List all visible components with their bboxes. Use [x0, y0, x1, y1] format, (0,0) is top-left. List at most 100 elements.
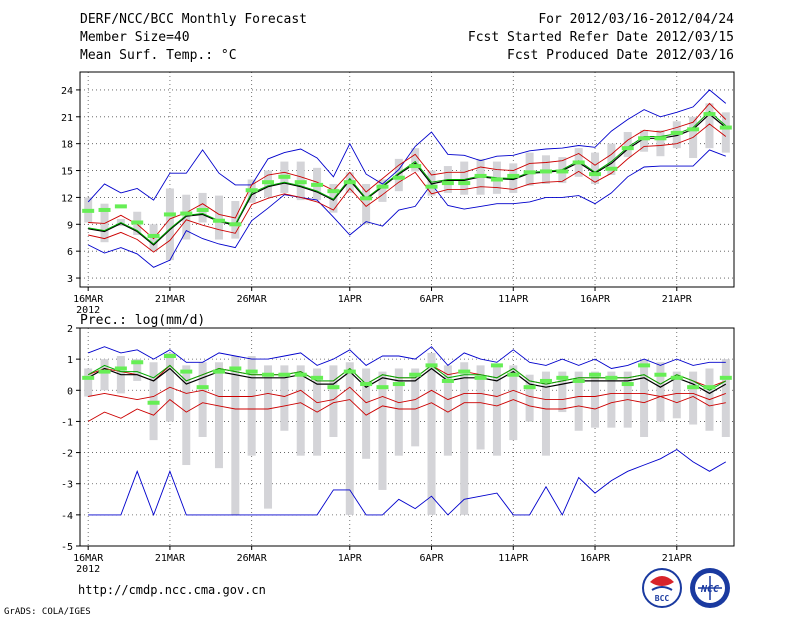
- marker: [507, 372, 520, 377]
- y-tick-label: 3: [67, 274, 73, 285]
- marker: [719, 125, 732, 130]
- forecast-period: For 2012/03/16-2012/04/24: [538, 12, 734, 27]
- marker: [376, 184, 389, 189]
- y-tick-label: 12: [61, 193, 73, 204]
- spread-box: [378, 371, 387, 490]
- marker: [638, 363, 651, 368]
- spread-box: [460, 161, 469, 195]
- x-tick-label: 16MAR: [73, 294, 104, 305]
- marker: [376, 385, 389, 390]
- marker: [589, 372, 602, 377]
- x-axis-year: 2012: [76, 564, 100, 575]
- x-tick-label: 6APR: [419, 294, 444, 305]
- marker: [605, 375, 618, 380]
- marker: [703, 385, 716, 390]
- precip-panel: -5 -4 -3 -2 -1 0 1 2 16MAR 21MAR 26MAR 1APR 6APR 11A…: [61, 324, 735, 575]
- spread-box: [100, 359, 109, 391]
- spread-box: [296, 365, 305, 456]
- spread-box: [656, 362, 665, 422]
- marker: [425, 184, 438, 189]
- spread-box: [411, 148, 420, 172]
- marker: [392, 175, 405, 180]
- marker: [572, 378, 585, 383]
- spread-box: [394, 368, 403, 456]
- spread-box: [689, 371, 698, 425]
- forecast-produced-date: Fcst Produced Date 2012/03/16: [507, 48, 734, 63]
- marker: [82, 208, 95, 213]
- marker: [539, 169, 552, 174]
- marker: [621, 382, 634, 387]
- spread-box: [362, 368, 371, 459]
- y-tick-label: 2: [67, 324, 73, 335]
- temperature-x-axis: 16MAR 21MAR 26MAR 1APR 6APR 11APR 16APR 21APR 20…: [73, 287, 693, 316]
- marker: [458, 369, 471, 374]
- marker: [245, 369, 258, 374]
- spread-box: [378, 179, 387, 202]
- marker: [327, 189, 340, 194]
- marker: [670, 375, 683, 380]
- x-tick-label: 16APR: [580, 553, 611, 564]
- marker: [556, 169, 569, 174]
- spread-box: [476, 365, 485, 450]
- x-tick-label: 1APR: [338, 294, 363, 305]
- bcc-logo: BCC: [642, 568, 682, 608]
- marker: [131, 220, 144, 225]
- series-line-min: [88, 346, 726, 369]
- y-tick-label: 15: [61, 167, 73, 178]
- y-tick-label: 21: [61, 113, 73, 124]
- precip-y-axis: -5 -4 -3 -2 -1 0 1 2: [61, 324, 80, 553]
- marker: [294, 180, 307, 185]
- x-tick-label: 16APR: [580, 294, 611, 305]
- series-line-extra: [88, 386, 726, 404]
- spread-box: [640, 359, 649, 437]
- marker: [490, 363, 503, 368]
- marker: [180, 211, 193, 216]
- marker: [196, 385, 209, 390]
- spread-box: [607, 371, 616, 428]
- marker: [343, 369, 356, 374]
- marker: [278, 174, 291, 179]
- spread-box: [607, 143, 616, 176]
- marker: [507, 173, 520, 178]
- marker: [229, 222, 242, 227]
- precip-label: Prec.: log(mm/d): [80, 313, 205, 328]
- spread-box: [198, 192, 207, 223]
- spread-box: [656, 130, 665, 157]
- series-line-min: [87, 89, 727, 203]
- marker: [163, 212, 176, 217]
- spread-box: [721, 112, 730, 153]
- marker: [163, 354, 176, 359]
- x-tick-label: 11APR: [498, 294, 529, 305]
- variable-label: Mean Surf. Temp.: °C: [80, 48, 237, 63]
- marker: [262, 372, 275, 377]
- spread-box: [280, 365, 289, 431]
- marker: [294, 372, 307, 377]
- marker: [229, 366, 242, 371]
- marker: [654, 372, 667, 377]
- temperature-panel: 3 6 9 12 15 18 21 24 16MAR 21MAR 26MAR 1APR 6APR 11A…: [61, 71, 735, 316]
- forecast-start-date: Fcst Started Refer Date 2012/03/15: [468, 30, 734, 45]
- marker: [621, 146, 634, 151]
- marker: [474, 375, 487, 380]
- precip-markers: [82, 354, 732, 405]
- marker: [311, 375, 324, 380]
- marker: [147, 400, 160, 405]
- marker: [360, 382, 373, 387]
- spread-box: [574, 371, 583, 431]
- x-tick-label: 21MAR: [155, 294, 186, 305]
- precip-frame: [79, 327, 735, 547]
- x-tick-label: 16MAR: [73, 553, 104, 564]
- spread-box: [591, 371, 600, 428]
- marker: [589, 172, 602, 177]
- marker: [114, 204, 127, 209]
- member-size: Member Size=40: [80, 30, 190, 45]
- grads-credit: GrADS: COLA/IGES: [4, 607, 91, 617]
- marker: [392, 382, 405, 387]
- marker: [687, 127, 700, 132]
- marker: [278, 372, 291, 377]
- marker: [539, 378, 552, 383]
- spread-box: [721, 359, 730, 437]
- y-tick-label: -3: [61, 480, 73, 491]
- y-tick-label: 6: [67, 247, 73, 258]
